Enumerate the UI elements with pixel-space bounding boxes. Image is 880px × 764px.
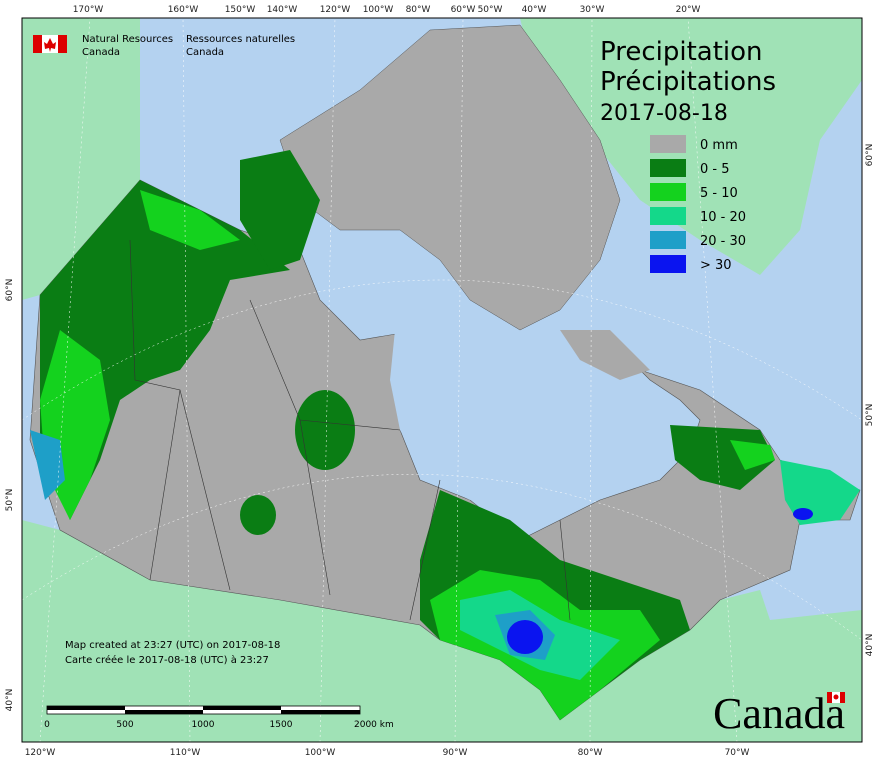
- latitude-label: 50°N: [865, 404, 875, 427]
- latitude-label: 60°N: [5, 279, 15, 302]
- map-frame: [21, 17, 863, 743]
- longitude-label: 120°W: [320, 5, 351, 15]
- agency-fr: Ressources naturelles: [186, 34, 295, 45]
- footer-fr: Carte créée le 2017-08-18 (UTC) à 23:27: [65, 654, 269, 666]
- baffin-south: [560, 330, 650, 380]
- legend-label: 20 - 30: [700, 234, 746, 249]
- greenland: [520, 18, 862, 275]
- legend-label: 10 - 20: [700, 210, 746, 225]
- wordmark: Canada: [713, 689, 845, 738]
- boundaries: [129, 239, 571, 621]
- latitude-label: 50°N: [5, 489, 15, 512]
- flag: [33, 35, 67, 53]
- scale-label: 0: [44, 720, 50, 730]
- legend-swatch: [650, 183, 686, 201]
- longitude-label: 150°W: [225, 5, 256, 15]
- latitude-label: 60°N: [865, 144, 875, 167]
- scale-bar: [46, 705, 361, 715]
- usa: [22, 520, 862, 742]
- agency-fr: Canada: [186, 47, 224, 58]
- graticule: [21, 17, 863, 743]
- hudson-bay: [390, 320, 540, 500]
- legend-label: > 30: [700, 258, 732, 273]
- longitude-label: 80°W: [406, 5, 431, 15]
- legend-swatch: [650, 231, 686, 249]
- legend-label: 0 - 5: [700, 162, 730, 177]
- longitude-label: 100°W: [305, 748, 336, 758]
- arctic-islands: [279, 24, 621, 331]
- longitude-label: 50°W: [478, 5, 503, 15]
- longitude-label: 110°W: [170, 748, 201, 758]
- latitude-label: 40°N: [865, 634, 875, 657]
- precip-sask: [240, 495, 276, 535]
- longitude-label: 100°W: [363, 5, 394, 15]
- precip-labrador-east: [730, 440, 775, 470]
- agency-en: Natural Resources: [82, 34, 173, 45]
- footer-en: Map created at 23:27 (UTC) on 2017-08-18: [65, 640, 280, 651]
- legend-swatch: [650, 159, 686, 177]
- longitude-label: 140°W: [267, 5, 298, 15]
- map-body: [21, 17, 863, 743]
- legend-swatch: [650, 135, 686, 153]
- precip-nunavut: [295, 390, 355, 470]
- scale-labels: 0 500 1000 1500 2000 km: [44, 720, 394, 730]
- precip-bc-island: [30, 430, 65, 500]
- longitude-label: 90°W: [443, 748, 468, 758]
- axis-labels: 170°W 160°W 150°W 140°W 120°W 100°W 80°W 60°W 50…: [5, 5, 875, 758]
- scale-label: 1500: [270, 720, 293, 730]
- legend-swatch: [650, 207, 686, 225]
- longitude-label: 80°W: [578, 748, 603, 758]
- longitude-label: 120°W: [25, 748, 56, 758]
- longitude-label: 20°W: [676, 5, 701, 15]
- title-date: 2017-08-18: [600, 101, 728, 126]
- legend-swatch: [650, 255, 686, 273]
- precip-yukon-north: [140, 190, 240, 250]
- legend-label: 5 - 10: [700, 186, 738, 201]
- scale-label: 2000 km: [354, 720, 394, 730]
- longitude-label: 40°W: [522, 5, 547, 15]
- scale-label: 500: [116, 720, 133, 730]
- longitude-label: 160°W: [168, 5, 199, 15]
- longitude-label: 170°W: [73, 5, 104, 15]
- title-en: Precipitation: [600, 37, 763, 67]
- legend: 0 mm 0 - 5 5 - 10 10 - 20 20 - 30 > 30: [650, 135, 746, 273]
- longitude-label: 60°W: [451, 5, 476, 15]
- agency-en: Canada: [82, 47, 120, 58]
- latitude-label: 40°N: [5, 689, 15, 712]
- wordmark-flag: [827, 692, 845, 703]
- title-fr: Précipitations: [600, 67, 776, 97]
- scale-label: 1000: [192, 720, 215, 730]
- precip-ontario-over-30: [507, 620, 543, 654]
- longitude-label: 70°W: [725, 748, 750, 758]
- precip-victoria-island: [240, 150, 320, 270]
- precip-newfoundland-over-30: [793, 508, 813, 520]
- longitude-label: 30°W: [580, 5, 605, 15]
- precip-labrador: [670, 425, 775, 490]
- legend-label: 0 mm: [700, 138, 738, 153]
- alaska: [22, 18, 140, 300]
